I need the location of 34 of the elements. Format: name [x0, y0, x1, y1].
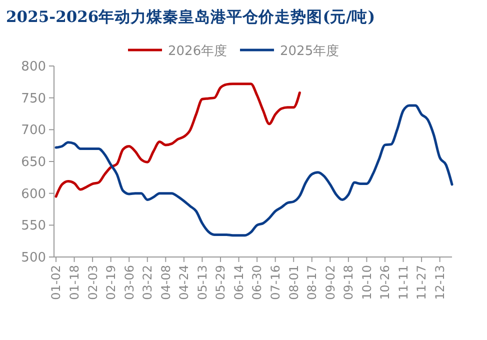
x-tick-label: 11-11 — [396, 265, 410, 300]
x-tick-label: 07-16 — [268, 265, 283, 300]
x-tick-label: 02-03 — [86, 265, 100, 300]
x-tick-label: 02-19 — [104, 265, 118, 300]
y-tick-label: 550 — [21, 218, 46, 234]
x-tick-label: 01-18 — [67, 265, 82, 300]
legend-label: 2026年度 — [168, 43, 228, 59]
x-tick-label: 04-24 — [177, 265, 192, 300]
x-tick-label: 08-01 — [286, 265, 301, 300]
x-tick-label: 03-06 — [122, 265, 136, 300]
y-tick-label: 800 — [21, 60, 46, 75]
x-tick-label: 01-02 — [49, 265, 64, 300]
y-tick-label: 600 — [21, 186, 46, 202]
line-series — [54, 104, 454, 237]
x-tick-label: 06-14 — [232, 265, 246, 300]
x-tick-label: 05-29 — [214, 265, 228, 300]
x-tick-label: 05-13 — [195, 265, 210, 300]
x-tick-label: 09-02 — [323, 265, 338, 300]
x-tick-label: 11-27 — [414, 265, 429, 300]
y-tick-label: 650 — [21, 155, 46, 170]
x-tick-label: 10-10 — [360, 265, 374, 300]
x-tick-label: 03-22 — [140, 265, 155, 300]
legend-label: 2025年度 — [280, 43, 340, 59]
x-tick-label: 09-18 — [342, 265, 356, 300]
y-tick-label: 750 — [21, 91, 46, 106]
x-tick-label: 06-30 — [250, 265, 264, 300]
y-tick-label: 700 — [21, 123, 46, 138]
x-tick-label: 04-08 — [158, 265, 173, 300]
chart-title: 2025-2026年动力煤秦皇岛港平仓价走势图(元/吨) — [6, 7, 376, 26]
x-tick-label: 12-13 — [433, 265, 448, 300]
x-tick-label: 08-17 — [305, 265, 320, 300]
y-tick-label: 500 — [21, 250, 46, 266]
line-series — [54, 82, 301, 198]
x-tick-label: 10-26 — [378, 265, 392, 300]
